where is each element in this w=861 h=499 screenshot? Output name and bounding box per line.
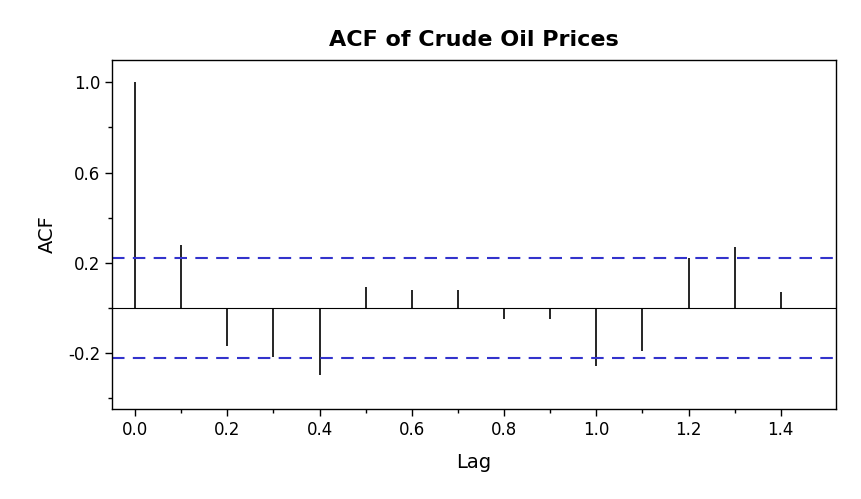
Title: ACF of Crude Oil Prices: ACF of Crude Oil Prices <box>329 30 618 50</box>
X-axis label: Lag: Lag <box>456 453 491 472</box>
Y-axis label: ACF: ACF <box>38 216 57 253</box>
